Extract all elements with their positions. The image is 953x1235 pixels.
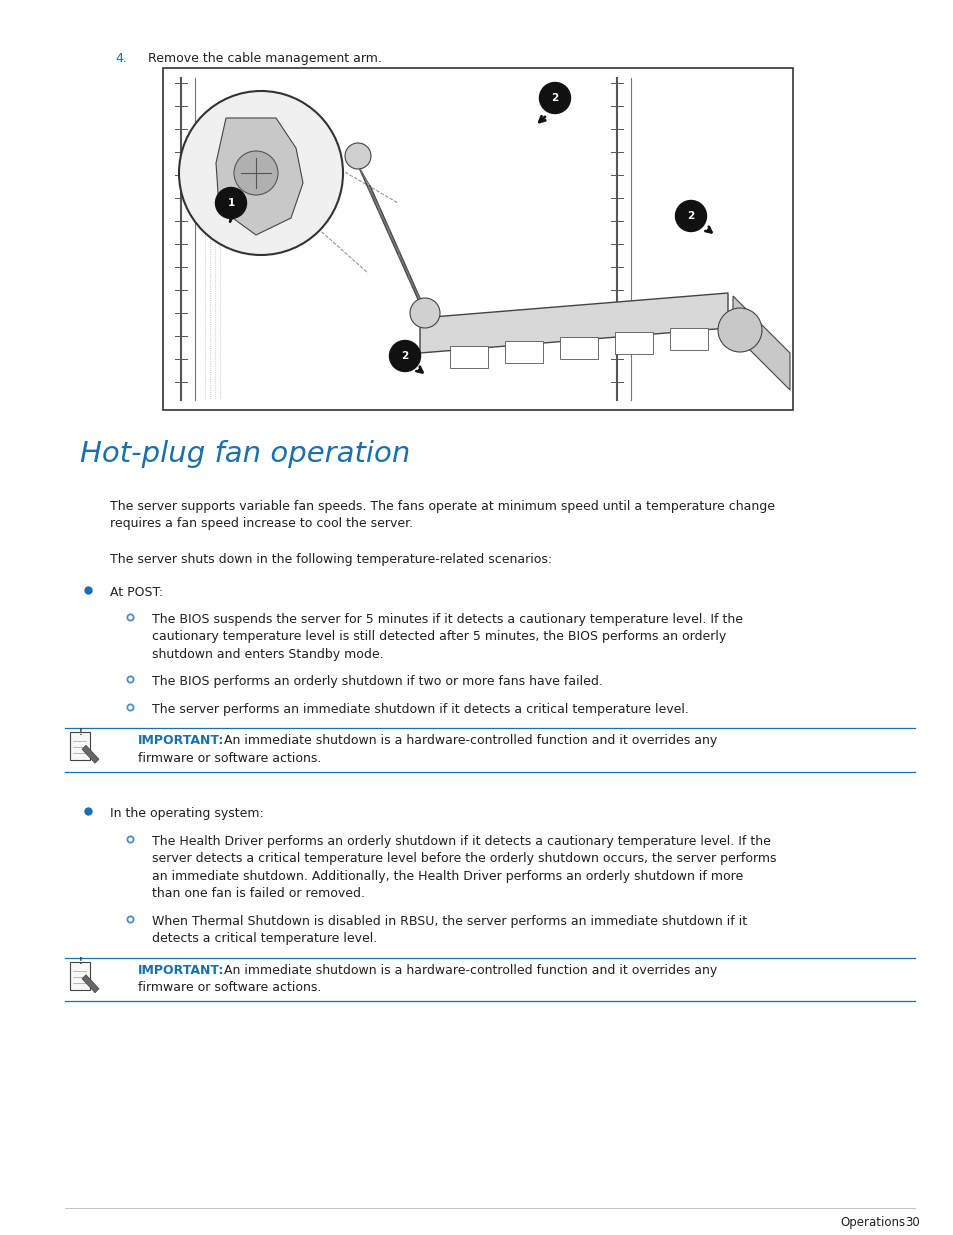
Text: server detects a critical temperature level before the orderly shutdown occurs, : server detects a critical temperature le…: [152, 852, 776, 866]
Polygon shape: [419, 293, 727, 353]
Circle shape: [389, 341, 420, 372]
Polygon shape: [215, 119, 303, 235]
Text: At POST:: At POST:: [110, 585, 163, 599]
Text: An immediate shutdown is a hardware-controlled function and it overrides any: An immediate shutdown is a hardware-cont…: [215, 965, 717, 977]
Text: cautionary temperature level is still detected after 5 minutes, the BIOS perform: cautionary temperature level is still de…: [152, 631, 725, 643]
Text: 30: 30: [904, 1216, 919, 1229]
Bar: [450, 346, 488, 368]
Polygon shape: [82, 974, 99, 993]
Bar: [615, 332, 652, 354]
Text: The server supports variable fan speeds. The fans operate at minimum speed until: The server supports variable fan speeds.…: [110, 500, 774, 513]
Text: !: !: [79, 957, 83, 966]
Text: 1: 1: [227, 198, 234, 207]
Circle shape: [345, 143, 371, 169]
Text: firmware or software actions.: firmware or software actions.: [138, 752, 321, 764]
Text: Operations: Operations: [839, 1216, 904, 1229]
Circle shape: [215, 188, 246, 219]
Text: In the operating system:: In the operating system:: [110, 808, 263, 820]
Circle shape: [410, 298, 439, 329]
Text: shutdown and enters Standby mode.: shutdown and enters Standby mode.: [152, 648, 383, 661]
Text: The Health Driver performs an orderly shutdown if it detects a cautionary temper: The Health Driver performs an orderly sh…: [152, 835, 770, 848]
Text: IMPORTANT:: IMPORTANT:: [138, 965, 224, 977]
Text: 2: 2: [551, 93, 558, 103]
FancyBboxPatch shape: [70, 732, 90, 761]
Text: IMPORTANT:: IMPORTANT:: [138, 735, 224, 747]
Text: Remove the cable management arm.: Remove the cable management arm.: [148, 52, 381, 65]
Circle shape: [718, 308, 761, 352]
Text: firmware or software actions.: firmware or software actions.: [138, 982, 321, 994]
Text: than one fan is failed or removed.: than one fan is failed or removed.: [152, 888, 365, 900]
Text: 2: 2: [401, 351, 408, 361]
Text: The server shuts down in the following temperature-related scenarios:: The server shuts down in the following t…: [110, 553, 552, 566]
Bar: [163, 68, 792, 410]
Text: 4.: 4.: [115, 52, 127, 65]
Text: 2: 2: [687, 211, 694, 221]
Circle shape: [539, 83, 570, 114]
Text: an immediate shutdown. Additionally, the Health Driver performs an orderly shutd: an immediate shutdown. Additionally, the…: [152, 869, 742, 883]
FancyBboxPatch shape: [70, 962, 90, 989]
Polygon shape: [82, 745, 99, 763]
Text: !: !: [79, 727, 83, 737]
Text: The server performs an immediate shutdown if it detects a critical temperature l: The server performs an immediate shutdow…: [152, 703, 688, 716]
Bar: [669, 327, 707, 350]
Circle shape: [675, 200, 706, 231]
Text: The BIOS suspends the server for 5 minutes if it detects a cautionary temperatur: The BIOS suspends the server for 5 minut…: [152, 613, 742, 626]
Bar: [504, 341, 542, 363]
Text: detects a critical temperature level.: detects a critical temperature level.: [152, 932, 376, 946]
Text: Hot-plug fan operation: Hot-plug fan operation: [80, 440, 410, 468]
Text: requires a fan speed increase to cool the server.: requires a fan speed increase to cool th…: [110, 517, 413, 531]
Text: An immediate shutdown is a hardware-controlled function and it overrides any: An immediate shutdown is a hardware-cont…: [215, 735, 717, 747]
Circle shape: [233, 151, 277, 195]
Circle shape: [179, 91, 343, 254]
Text: The BIOS performs an orderly shutdown if two or more fans have failed.: The BIOS performs an orderly shutdown if…: [152, 676, 602, 688]
Bar: [559, 337, 598, 358]
Text: When Thermal Shutdown is disabled in RBSU, the server performs an immediate shut: When Thermal Shutdown is disabled in RBS…: [152, 915, 746, 927]
Polygon shape: [732, 296, 789, 390]
